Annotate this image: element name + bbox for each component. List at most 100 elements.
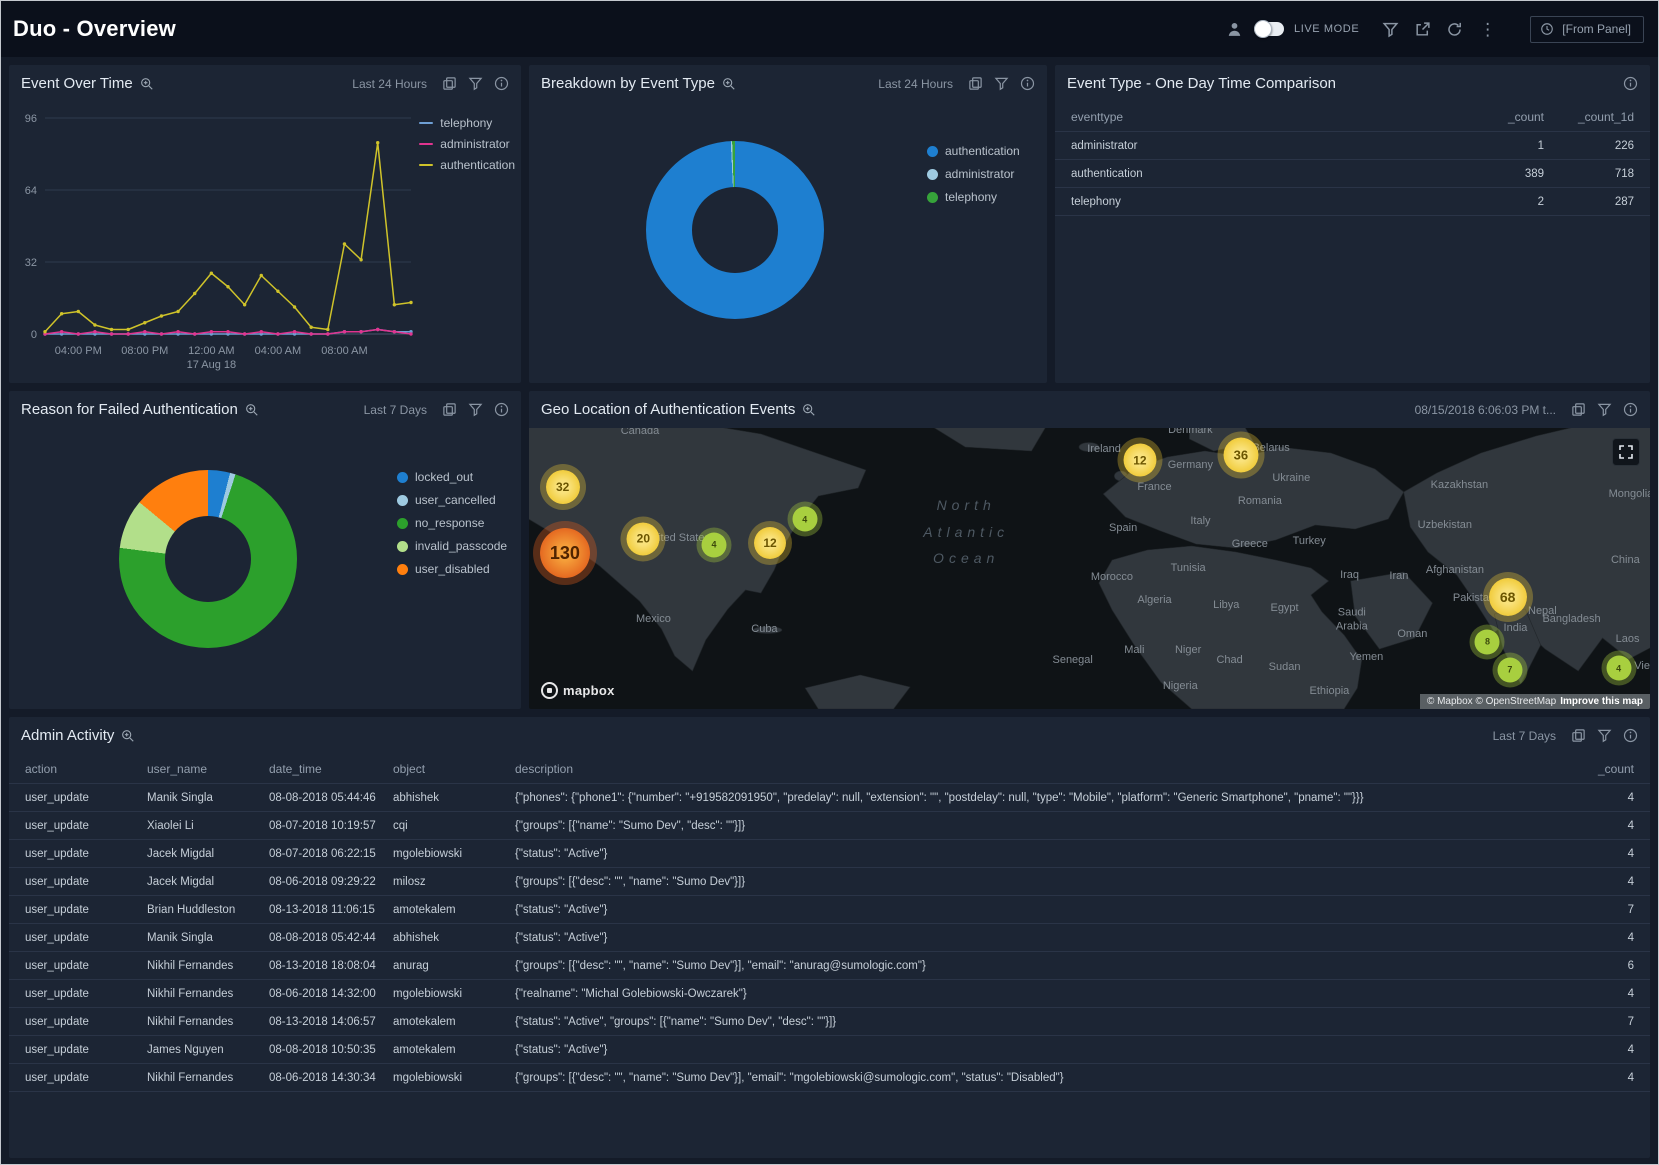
- column-header[interactable]: user_name: [147, 761, 208, 776]
- user-icon[interactable]: [1226, 20, 1244, 38]
- column-header[interactable]: object: [393, 761, 426, 776]
- column-header[interactable]: _count_1d: [1577, 109, 1634, 124]
- column-header[interactable]: eventtype: [1071, 109, 1124, 124]
- map-cluster[interactable]: 32: [545, 470, 580, 504]
- table-cell: Xiaolei Li: [147, 819, 194, 832]
- time-range-selector[interactable]: [From Panel]: [1530, 15, 1644, 43]
- copy-icon[interactable]: [1571, 402, 1586, 417]
- table-cell: amotekalem: [393, 1043, 456, 1056]
- svg-text:96: 96: [25, 113, 37, 125]
- live-mode-label: LIVE MODE: [1293, 23, 1360, 35]
- panel-grid: Event Over Time Last 24 Hours 0 32 64 96 04:…: [1, 57, 1658, 1164]
- refresh-icon[interactable]: [1445, 20, 1463, 38]
- info-icon[interactable]: [494, 76, 509, 91]
- geo-map[interactable]: North Atlantic Ocean Canada Denmark Ireland B…: [529, 428, 1650, 709]
- map-cluster[interactable]: 4: [1606, 655, 1632, 681]
- info-icon[interactable]: [1623, 728, 1638, 743]
- copy-icon[interactable]: [442, 402, 457, 417]
- svg-text:08:00 AM: 08:00 AM: [321, 345, 367, 357]
- panel-time-range: Last 24 Hours: [878, 76, 953, 91]
- table-row[interactable]: user_update Nikhil Fernandes 08-13-2018 18…: [9, 952, 1650, 980]
- table-cell: mgolebiowski: [393, 987, 463, 1000]
- zoom-drilldown-icon[interactable]: [722, 77, 736, 91]
- table-cell: 2: [1537, 195, 1544, 208]
- filter-icon[interactable]: [468, 76, 483, 91]
- table-cell: user_update: [25, 1071, 89, 1084]
- map-cluster[interactable]: 4: [792, 506, 818, 532]
- table-row[interactable]: user_update Nikhil Fernandes 08-06-2018 14…: [9, 1064, 1650, 1092]
- share-icon[interactable]: [1413, 20, 1431, 38]
- copy-icon[interactable]: [968, 76, 983, 91]
- table-cell: {"groups": [{"desc": "", "name": "Sumo D…: [515, 959, 926, 972]
- fullscreen-button[interactable]: [1612, 438, 1640, 466]
- filter-icon[interactable]: [1597, 728, 1612, 743]
- table-cell: 08-13-2018 11:06:15: [269, 903, 375, 916]
- map-cluster[interactable]: 12: [754, 527, 786, 560]
- donut-chart-event-type[interactable]: [646, 141, 824, 319]
- table-cell: 4: [1627, 987, 1634, 1000]
- table-row[interactable]: user_update Nikhil Fernandes 08-06-2018 14…: [9, 980, 1650, 1008]
- map-cluster[interactable]: 12: [1123, 443, 1157, 477]
- filter-icon[interactable]: [1381, 20, 1399, 38]
- copy-icon[interactable]: [442, 76, 457, 91]
- improve-map-link[interactable]: Improve this map: [1560, 696, 1643, 707]
- info-icon[interactable]: [1020, 76, 1035, 91]
- map-cluster[interactable]: 130: [539, 528, 590, 579]
- map-cluster[interactable]: 4: [701, 532, 727, 558]
- table-cell: {"status": "Active"}: [515, 903, 608, 916]
- table-row[interactable]: user_update James Nguyen 08-08-2018 10:50:…: [9, 1036, 1650, 1064]
- table-cell: 4: [1627, 875, 1634, 888]
- zoom-drilldown-icon[interactable]: [245, 403, 259, 417]
- map-cluster[interactable]: 20: [626, 522, 660, 556]
- zoom-drilldown-icon[interactable]: [140, 77, 154, 91]
- info-icon[interactable]: [1623, 76, 1638, 91]
- column-header[interactable]: _count: [1507, 109, 1544, 124]
- column-header[interactable]: description: [515, 761, 574, 776]
- column-header[interactable]: action: [25, 761, 58, 776]
- live-mode-toggle[interactable]: [1253, 20, 1284, 38]
- table-cell: 4: [1627, 931, 1634, 944]
- zoom-drilldown-icon[interactable]: [802, 403, 816, 417]
- panel-breakdown-by-event-type: Breakdown by Event Type Last 24 Hours au…: [529, 65, 1047, 383]
- map-cluster[interactable]: 36: [1223, 437, 1259, 473]
- line-chart[interactable]: 0 32 64 96 04:00 PM 08:00 PM 12:00 AM 04:00 AM 0…: [9, 102, 521, 382]
- panel-time-range: Last 24 Hours: [352, 76, 427, 91]
- table-row[interactable]: user_update Nikhil Fernandes 08-13-2018 14…: [9, 1008, 1650, 1036]
- table-cell: 6: [1627, 959, 1634, 972]
- table-cell: 08-13-2018 18:08:04: [269, 959, 376, 972]
- filter-icon[interactable]: [468, 402, 483, 417]
- info-icon[interactable]: [494, 402, 509, 417]
- filter-icon[interactable]: [994, 76, 1009, 91]
- column-header[interactable]: date_time: [269, 761, 322, 776]
- panel-time-range: Last 7 Days: [1492, 728, 1556, 743]
- table-row[interactable]: telephony 2 287: [1055, 188, 1650, 216]
- zoom-drilldown-icon[interactable]: [121, 729, 135, 743]
- panel-time-range: Last 7 Days: [363, 402, 427, 417]
- copy-icon[interactable]: [1571, 728, 1586, 743]
- table-cell: 718: [1614, 167, 1634, 180]
- table-cell: user_update: [25, 1043, 89, 1056]
- toggle-knob: [1253, 20, 1272, 38]
- fullscreen-icon: [1619, 445, 1633, 459]
- legend-swatch: [927, 168, 938, 180]
- table-row[interactable]: user_update Manik Singla 08-08-2018 05:42:…: [9, 924, 1650, 952]
- kebab-menu-icon[interactable]: ⋮: [1479, 19, 1497, 39]
- table-row[interactable]: user_update Jacek Migdal 08-07-2018 06:22:…: [9, 840, 1650, 868]
- donut-chart-failed-auth[interactable]: [119, 470, 297, 648]
- filter-icon[interactable]: [1597, 402, 1612, 417]
- info-icon[interactable]: [1623, 402, 1638, 417]
- time-range-value: [From Panel]: [1562, 22, 1631, 36]
- table-row[interactable]: administrator 1 226: [1055, 132, 1650, 160]
- legend-item: telephony: [419, 116, 515, 130]
- column-header[interactable]: _count: [1597, 761, 1634, 776]
- table-row[interactable]: user_update Jacek Migdal 08-06-2018 09:29:…: [9, 868, 1650, 896]
- legend-item: administrator: [419, 137, 515, 151]
- map-cluster[interactable]: 7: [1497, 657, 1523, 683]
- table-row[interactable]: user_update Manik Singla 08-08-2018 05:44:…: [9, 784, 1650, 812]
- map-cluster[interactable]: 68: [1488, 577, 1527, 616]
- mapbox-logo[interactable]: mapbox: [541, 682, 615, 699]
- table-row[interactable]: user_update Brian Huddleston 08-13-2018 11…: [9, 896, 1650, 924]
- table-row[interactable]: authentication 389 718: [1055, 160, 1650, 188]
- map-cluster[interactable]: 8: [1474, 629, 1500, 655]
- table-row[interactable]: user_update Xiaolei Li 08-07-2018 10:19:57…: [9, 812, 1650, 840]
